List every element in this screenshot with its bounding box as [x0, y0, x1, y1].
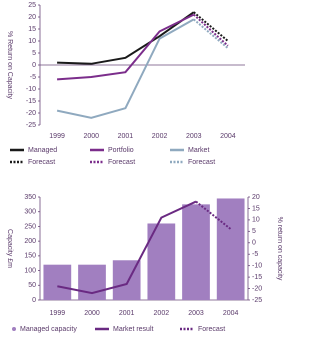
x-tick-label: 2002 — [152, 133, 168, 140]
x-tick-label: 2000 — [83, 133, 99, 140]
x-tick-label: 2001 — [119, 310, 135, 317]
y2-tick-label: -15 — [252, 274, 262, 281]
line — [57, 200, 197, 295]
line — [195, 200, 232, 230]
legend-swatch — [12, 327, 16, 331]
x-tick-label: 2003 — [188, 310, 204, 317]
y-tick-label: 10 — [28, 38, 36, 45]
line — [193, 18, 229, 49]
y-tick-label: 50 — [28, 282, 36, 289]
y-tick-label: 20 — [28, 14, 36, 21]
line — [193, 13, 229, 47]
line — [56, 18, 195, 119]
bar — [78, 264, 106, 300]
y-tick-label: 150 — [24, 253, 36, 260]
y2-tick-label: 5 — [252, 228, 256, 235]
y2-tick-label: -25 — [252, 297, 262, 304]
y-tick-label: -25 — [26, 122, 36, 129]
y-tick-label: -5 — [30, 74, 36, 81]
line — [57, 11, 195, 65]
y-tick-label: 100 — [24, 267, 36, 274]
y-tick-label: -10 — [26, 86, 36, 93]
x-tick-label: 2002 — [154, 310, 170, 317]
y-tick-label: -15 — [26, 98, 36, 105]
legend-label: Forecast — [198, 326, 225, 333]
x-tick-label: 2003 — [186, 133, 202, 140]
y-tick-label: 15 — [28, 26, 36, 33]
x-tick-label: 2001 — [118, 133, 134, 140]
y-tick-label: -20 — [26, 110, 36, 117]
x-tick-label: 2004 — [223, 310, 239, 317]
y-axis-label: % Return on Capacity — [6, 31, 13, 100]
legend-label: Managed capacity — [20, 326, 77, 333]
bar — [216, 198, 245, 300]
y2-tick-label: 15 — [252, 205, 260, 212]
line — [57, 13, 195, 81]
y-tick-label: 350 — [24, 194, 36, 201]
y-tick-label: 300 — [24, 209, 36, 216]
y2-axis-label: % return on capacity — [276, 217, 283, 281]
x-tick-label: 2000 — [84, 310, 100, 317]
y-axis-label: Capacity £m — [6, 229, 13, 268]
y2-tick-label: -5 — [252, 251, 258, 258]
line — [193, 11, 229, 42]
legend-label: Portfolio — [108, 147, 134, 154]
y-tick-label: 200 — [24, 238, 36, 245]
y2-tick-label: 10 — [252, 217, 260, 224]
legend-label: Managed — [28, 147, 57, 154]
y-tick-label: 0 — [32, 62, 36, 69]
y-tick-label: 5 — [32, 50, 36, 57]
y-tick-label: 25 — [28, 2, 36, 9]
y-tick-label: 0 — [32, 297, 36, 304]
y2-tick-label: -20 — [252, 285, 262, 292]
y2-tick-label: 0 — [252, 240, 256, 247]
y-tick-label: 250 — [24, 223, 36, 230]
bar — [43, 264, 72, 300]
page: -25 -20 -15 -10 -5 0 5 10 15 20 25 % Return on Capa… — [6, 2, 283, 333]
x-tick-label: 1999 — [49, 133, 65, 140]
legend-label: Market result — [113, 326, 154, 333]
x-tick-label: 1999 — [50, 310, 66, 317]
bar — [182, 204, 210, 300]
y2-tick-label: -10 — [252, 263, 262, 270]
legend-label: Forecast — [108, 159, 135, 166]
legend-label: Market — [188, 147, 209, 154]
legend-label: Forecast — [188, 159, 215, 166]
x-tick-label: 2004 — [220, 133, 236, 140]
legend-label: Forecast — [28, 159, 55, 166]
y2-tick-label: 20 — [252, 194, 260, 201]
